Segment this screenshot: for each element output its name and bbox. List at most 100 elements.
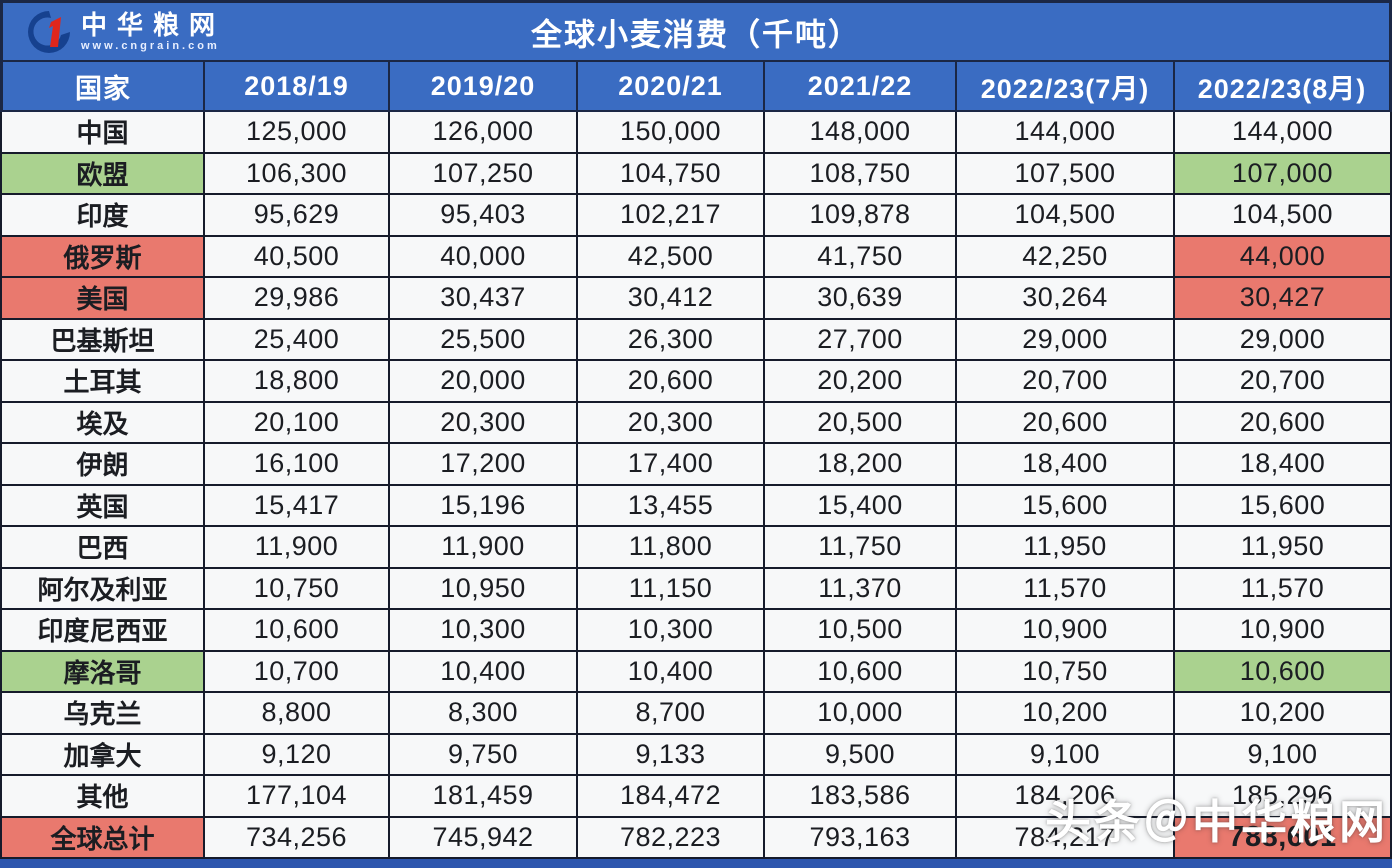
table-header-row: 国家 2018/19 2019/20 2020/21 2021/22 2022/23(7月…	[0, 60, 1392, 112]
column-header-1: 2018/19	[205, 60, 390, 112]
value-cell: 10,500	[765, 610, 957, 652]
value-cell: 148,000	[765, 112, 957, 154]
value-cell: 11,950	[1175, 527, 1392, 569]
column-header-3: 2020/21	[578, 60, 765, 112]
value-cell: 18,800	[205, 361, 390, 403]
value-cell: 10,000	[765, 693, 957, 735]
value-cell: 40,000	[390, 236, 578, 278]
page-title: 全球小麦消费（千吨）	[531, 17, 861, 52]
row-label: 美国	[0, 278, 205, 320]
value-cell: 8,800	[205, 693, 390, 735]
value-cell: 8,700	[578, 693, 765, 735]
value-cell: 184,206	[957, 776, 1175, 818]
table-row: 英国 15,417 15,196 13,455 15,400 15,600 15,600	[0, 485, 1392, 527]
value-cell: 184,472	[578, 776, 765, 818]
value-cell: 40,500	[205, 236, 390, 278]
value-cell: 25,500	[390, 319, 578, 361]
value-cell: 20,600	[578, 361, 765, 403]
value-cell: 107,250	[390, 153, 578, 195]
value-cell: 20,500	[765, 402, 957, 444]
row-label: 加拿大	[0, 734, 205, 776]
row-label: 摩洛哥	[0, 651, 205, 693]
value-cell: 15,400	[765, 485, 957, 527]
value-cell: 29,986	[205, 278, 390, 320]
value-cell: 10,900	[1175, 610, 1392, 652]
value-cell: 95,403	[390, 195, 578, 237]
value-cell: 9,133	[578, 734, 765, 776]
value-cell: 20,600	[1175, 402, 1392, 444]
value-cell: 144,000	[957, 112, 1175, 154]
value-cell: 20,300	[578, 402, 765, 444]
value-cell: 784,217	[957, 817, 1175, 859]
value-cell: 102,217	[578, 195, 765, 237]
value-cell: 10,400	[578, 651, 765, 693]
value-cell: 104,500	[1175, 195, 1392, 237]
row-label: 印度	[0, 195, 205, 237]
value-cell: 11,570	[957, 568, 1175, 610]
value-cell: 29,000	[957, 319, 1175, 361]
value-cell: 95,629	[205, 195, 390, 237]
table-row: 埃及 20,100 20,300 20,300 20,500 20,600 20,600	[0, 402, 1392, 444]
table-row: 乌克兰 8,800 8,300 8,700 10,000 10,200 10,200	[0, 693, 1392, 735]
value-cell: 25,400	[205, 319, 390, 361]
value-cell: 15,600	[1175, 485, 1392, 527]
value-cell: 734,256	[205, 817, 390, 859]
value-cell: 13,455	[578, 485, 765, 527]
column-header-5: 2022/23(7月)	[957, 60, 1175, 112]
row-label: 中国	[0, 112, 205, 154]
table-row: 伊朗 16,100 17,200 17,400 18,200 18,400 18,400	[0, 444, 1392, 486]
row-label: 埃及	[0, 402, 205, 444]
value-cell: 108,750	[765, 153, 957, 195]
value-cell: 17,200	[390, 444, 578, 486]
value-cell: 10,750	[957, 651, 1175, 693]
value-cell: 126,000	[390, 112, 578, 154]
brand-name: 中华粮网	[81, 9, 226, 40]
table-row: 中国 125,000 126,000 150,000 148,000 144,000 144…	[0, 112, 1392, 154]
value-cell: 782,223	[578, 817, 765, 859]
value-cell: 15,600	[957, 485, 1175, 527]
value-cell: 11,900	[390, 527, 578, 569]
value-cell: 11,370	[765, 568, 957, 610]
table-row: 土耳其 18,800 20,000 20,600 20,200 20,700 20,700	[0, 361, 1392, 403]
value-cell: 10,200	[957, 693, 1175, 735]
value-cell: 11,150	[578, 568, 765, 610]
value-cell: 10,750	[205, 568, 390, 610]
value-cell: 42,500	[578, 236, 765, 278]
table-row: 美国 29,986 30,437 30,412 30,639 30,264 30,427	[0, 278, 1392, 320]
value-cell: 109,878	[765, 195, 957, 237]
value-cell: 44,000	[1175, 236, 1392, 278]
value-cell: 10,900	[957, 610, 1175, 652]
value-cell: 20,600	[957, 402, 1175, 444]
value-cell: 10,400	[390, 651, 578, 693]
table-row: 加拿大 9,120 9,750 9,133 9,500 9,100 9,100	[0, 734, 1392, 776]
value-cell: 10,700	[205, 651, 390, 693]
row-label: 英国	[0, 485, 205, 527]
column-header-0: 国家	[0, 60, 205, 112]
row-label: 欧盟	[0, 153, 205, 195]
value-cell: 10,300	[578, 610, 765, 652]
row-label: 印度尼西亚	[0, 610, 205, 652]
value-cell: 20,000	[390, 361, 578, 403]
value-cell: 30,412	[578, 278, 765, 320]
value-cell: 42,250	[957, 236, 1175, 278]
table-row: 阿尔及利亚 10,750 10,950 11,150 11,370 11,570 11,57…	[0, 568, 1392, 610]
value-cell: 11,570	[1175, 568, 1392, 610]
value-cell: 107,500	[957, 153, 1175, 195]
cngrain-logo-icon	[28, 10, 70, 53]
table-row: 印度尼西亚 10,600 10,300 10,300 10,500 10,900 10,90…	[0, 610, 1392, 652]
value-cell: 183,586	[765, 776, 957, 818]
table-body: 中国 125,000 126,000 150,000 148,000 144,000 144…	[0, 112, 1392, 859]
row-label: 其他	[0, 776, 205, 818]
value-cell: 9,750	[390, 734, 578, 776]
value-cell: 20,700	[1175, 361, 1392, 403]
value-cell: 125,000	[205, 112, 390, 154]
row-label: 伊朗	[0, 444, 205, 486]
brand-site-url: www.cngrain.com	[81, 39, 220, 52]
value-cell: 20,200	[765, 361, 957, 403]
value-cell: 27,700	[765, 319, 957, 361]
column-header-2: 2019/20	[390, 60, 578, 112]
value-cell: 144,000	[1175, 112, 1392, 154]
row-label: 全球总计	[0, 817, 205, 859]
value-cell: 104,750	[578, 153, 765, 195]
value-cell: 9,120	[205, 734, 390, 776]
